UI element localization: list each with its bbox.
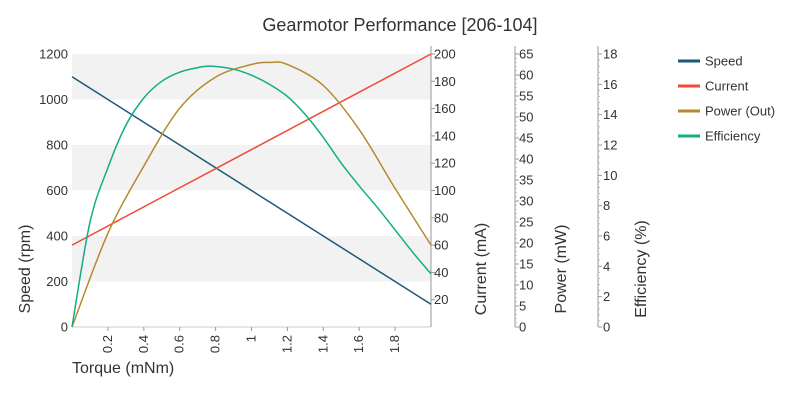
legend-label: Current xyxy=(705,79,749,94)
y-tick-label: 40 xyxy=(434,265,448,280)
y-tick-label: 180 xyxy=(434,74,456,89)
x-tick-label: 1 xyxy=(244,335,259,342)
y-tick-label: 25 xyxy=(519,215,533,230)
y-tick-label: 800 xyxy=(46,138,68,153)
grid-band xyxy=(72,145,431,191)
y-tick-label: 140 xyxy=(434,128,456,143)
y-tick-label: 10 xyxy=(603,168,617,183)
x-axis: 0.2 0.4 0.6 0.8 1 1.2 1.4 1.6 1.8 xyxy=(72,326,431,353)
y-axis-title-power: Power (mW) xyxy=(553,225,570,314)
y-tick-label: 0 xyxy=(61,320,68,335)
x-tick-label: 1.4 xyxy=(315,335,330,353)
y-tick-label: 35 xyxy=(519,173,533,188)
y-axis-power: 0 5 10 15 20 25 30 35 40 45 50 55 60 65 Power (mW) xyxy=(514,46,570,335)
y-tick-label: 200 xyxy=(46,274,68,289)
series-line-current xyxy=(71,53,432,246)
y-tick-label: 600 xyxy=(46,183,68,198)
y-tick-label: 10 xyxy=(519,278,533,293)
x-axis-label: Torque (mNm) xyxy=(72,360,174,377)
y-tick-label: 0 xyxy=(519,320,526,335)
series-line-speed xyxy=(71,76,432,305)
y-axis-speed: 0 200 400 600 800 1000 1200 Speed (rpm) xyxy=(17,47,68,335)
chart-title: Gearmotor Performance [206-104] xyxy=(262,15,537,35)
y-tick-label: 45 xyxy=(519,131,533,146)
y-tick-label: 15 xyxy=(519,257,533,272)
y-tick-label: 5 xyxy=(519,299,526,314)
series-line-efficiency xyxy=(71,65,432,328)
y-axis-title-efficiency: Efficiency (%) xyxy=(633,220,650,318)
y-tick-label: 20 xyxy=(519,236,533,251)
y-axis-current: 20 40 60 80 100 120 140 160 180 200 Current (mA) xyxy=(430,46,490,327)
y-tick-label: 50 xyxy=(519,110,533,125)
x-tick-label: 0.6 xyxy=(172,335,187,353)
y-tick-label: 1200 xyxy=(39,47,68,62)
y-tick-label: 4 xyxy=(603,259,610,274)
y-tick-label: 40 xyxy=(519,152,533,167)
y-tick-label: 6 xyxy=(603,229,610,244)
series-layer xyxy=(71,53,432,328)
y-axis-title-current: Current (mA) xyxy=(473,223,490,315)
y-tick-label: 100 xyxy=(434,183,456,198)
y-tick-label: 16 xyxy=(603,77,617,92)
legend-label: Speed xyxy=(705,54,743,69)
x-tick-label: 1.2 xyxy=(279,335,294,353)
y-tick-label: 60 xyxy=(519,68,533,83)
y-tick-label: 65 xyxy=(519,47,533,62)
y-tick-label: 80 xyxy=(434,210,448,225)
legend-item: Power (Out) xyxy=(678,104,775,119)
series-line-power-out xyxy=(71,61,432,328)
x-tick-label: 0.2 xyxy=(100,335,115,353)
y-tick-label: 20 xyxy=(434,292,448,307)
legend: Speed Current Power (Out) Efficiency xyxy=(678,54,775,144)
y-axis-title-speed: Speed (rpm) xyxy=(17,225,34,314)
y-axis-efficiency: 0 2 4 6 8 10 12 14 16 18 Efficiency (%) xyxy=(597,46,650,335)
y-tick-label: 14 xyxy=(603,107,617,122)
y-tick-label: 1000 xyxy=(39,92,68,107)
background-bands xyxy=(72,54,431,282)
y-tick-label: 55 xyxy=(519,89,533,104)
y-tick-label: 30 xyxy=(519,194,533,209)
legend-label: Power (Out) xyxy=(705,104,775,119)
legend-item: Efficiency xyxy=(678,129,761,144)
y-tick-label: 400 xyxy=(46,229,68,244)
x-tick-label: 1.6 xyxy=(351,335,366,353)
y-tick-label: 120 xyxy=(434,156,456,171)
y-tick-label: 200 xyxy=(434,47,456,62)
y-tick-label: 8 xyxy=(603,198,610,213)
legend-label: Efficiency xyxy=(705,129,761,144)
y-tick-label: 18 xyxy=(603,47,617,62)
grid-band xyxy=(72,236,431,282)
grid-band xyxy=(72,54,431,100)
y-tick-label: 0 xyxy=(603,320,610,335)
x-tick-label: 0.4 xyxy=(136,335,151,353)
x-tick-label: 1.8 xyxy=(387,335,402,353)
y-tick-label: 60 xyxy=(434,238,448,253)
y-tick-label: 2 xyxy=(603,289,610,304)
y-tick-label: 160 xyxy=(434,101,456,116)
y-tick-label: 12 xyxy=(603,138,617,153)
x-tick-label: 0.8 xyxy=(208,335,223,353)
legend-item: Current xyxy=(678,79,749,94)
legend-item: Speed xyxy=(678,54,743,69)
